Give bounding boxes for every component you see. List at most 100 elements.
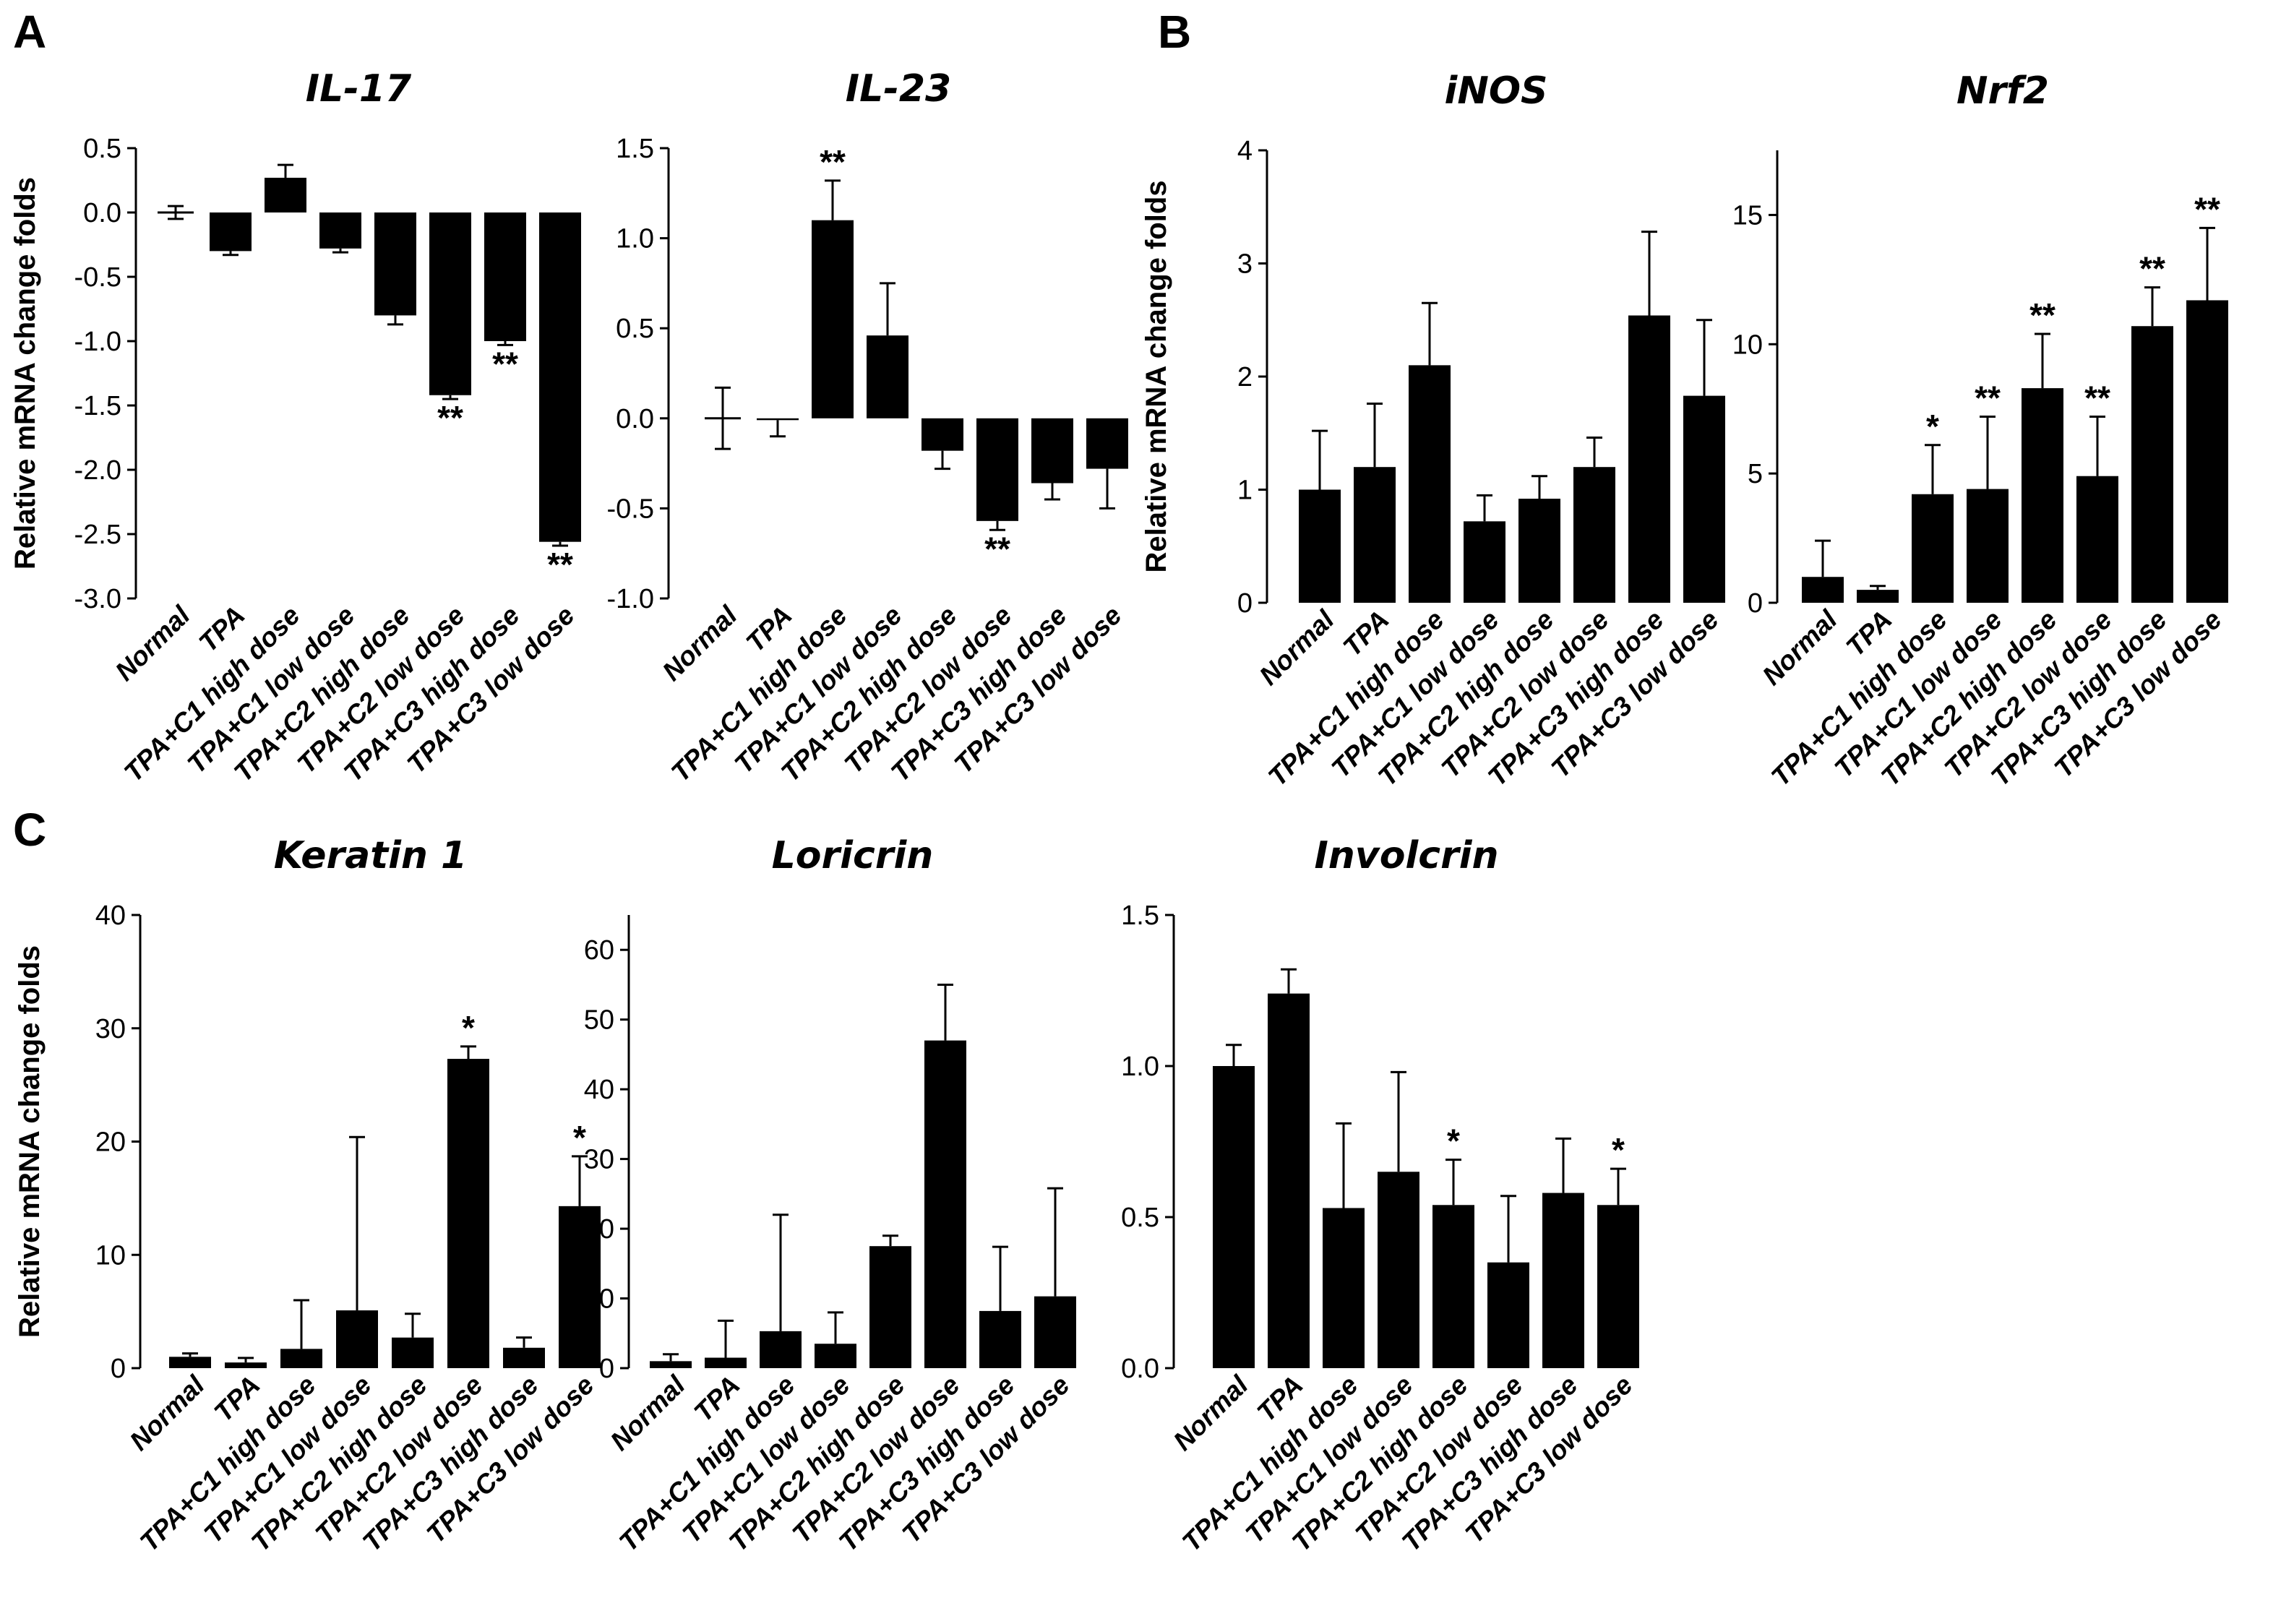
y-tick-label: 1.5 bbox=[1121, 901, 1159, 931]
bar bbox=[760, 1331, 802, 1368]
y-tick-label: 0 bbox=[111, 1354, 126, 1384]
y-tick-label: 20 bbox=[584, 1214, 614, 1245]
bar bbox=[976, 418, 1018, 521]
bar bbox=[265, 177, 306, 212]
bar bbox=[280, 1349, 322, 1368]
y-tick-label: 40 bbox=[95, 901, 126, 931]
bar bbox=[1967, 489, 2009, 603]
category-label: Normal bbox=[124, 1370, 211, 1456]
chart-title: IL-17 bbox=[306, 67, 412, 111]
bar bbox=[922, 418, 963, 451]
bar bbox=[2131, 326, 2173, 603]
chart-title: iNOS bbox=[1445, 69, 1548, 113]
category-label: Normal bbox=[1254, 604, 1341, 691]
bar bbox=[559, 1206, 601, 1368]
y-tick-label: 10 bbox=[95, 1240, 126, 1271]
significance-marker: ** bbox=[984, 530, 1010, 567]
chart-inos: iNOS 0 1 2 3 4 Relative mRNA change folds Norma… bbox=[1140, 69, 1725, 792]
category-label: Normal bbox=[1168, 1370, 1255, 1456]
y-tick-label: 0.0 bbox=[1121, 1354, 1159, 1384]
y-tick-label: -0.5 bbox=[607, 494, 654, 524]
y-tick-label: 0.0 bbox=[616, 404, 654, 434]
panel-letter-b: B bbox=[1158, 6, 1191, 58]
y-tick-label: 30 bbox=[95, 1014, 126, 1044]
bar bbox=[2186, 300, 2228, 603]
bar bbox=[1086, 418, 1128, 469]
panel-letter-c: C bbox=[13, 804, 46, 856]
y-tick-label: 2 bbox=[1237, 362, 1253, 392]
significance-marker: * bbox=[573, 1119, 586, 1156]
category-label: Normal bbox=[605, 1370, 692, 1456]
category-label: Normal bbox=[657, 600, 744, 687]
y-tick-label: 1 bbox=[1237, 476, 1253, 506]
chart-il17: IL-17 0.5 0.0 -0.5 -1.0 -1.5 -2.0 -2.5 -3.0 Relat… bbox=[9, 67, 581, 788]
chart-keratin1: Keratin 1 0 10 20 30 40 Relative mRNA change f… bbox=[14, 834, 601, 1558]
bar bbox=[336, 1310, 378, 1368]
bar bbox=[1268, 993, 1310, 1368]
y-tick-label: -1.5 bbox=[74, 391, 121, 421]
significance-marker: * bbox=[1612, 1131, 1625, 1169]
y-tick-label: 50 bbox=[584, 1005, 614, 1036]
significance-marker: ** bbox=[437, 399, 463, 437]
significance-marker: ** bbox=[2084, 379, 2110, 416]
bar bbox=[1378, 1172, 1419, 1368]
bar bbox=[1031, 418, 1073, 484]
y-tick-label: -2.0 bbox=[74, 455, 121, 486]
y-tick-label: 0.0 bbox=[83, 198, 121, 228]
bar bbox=[392, 1337, 434, 1368]
y-axis-label: Relative mRNA change folds bbox=[1140, 180, 1172, 572]
bar bbox=[1299, 489, 1341, 603]
bar bbox=[705, 1357, 747, 1368]
y-tick-label: 10 bbox=[1732, 330, 1763, 360]
y-tick-label: -1.0 bbox=[74, 327, 121, 357]
category-label: Normal bbox=[110, 600, 197, 687]
bar bbox=[1628, 315, 1670, 603]
bar bbox=[812, 220, 854, 418]
bar bbox=[1912, 494, 1954, 603]
significance-marker: ** bbox=[492, 345, 518, 382]
bar bbox=[2022, 388, 2063, 603]
y-tick-label: 0.5 bbox=[83, 134, 121, 164]
bar bbox=[1323, 1208, 1365, 1368]
significance-marker: ** bbox=[820, 143, 846, 181]
bar bbox=[1432, 1205, 1474, 1368]
bar bbox=[1409, 365, 1451, 603]
chart-title: Nrf2 bbox=[1956, 69, 2049, 113]
y-tick-label: 20 bbox=[95, 1127, 126, 1158]
bar bbox=[374, 212, 416, 316]
bar bbox=[1542, 1193, 1584, 1368]
bar bbox=[650, 1361, 692, 1368]
significance-marker: ** bbox=[547, 546, 573, 583]
significance-marker: ** bbox=[2194, 190, 2220, 228]
bar bbox=[1518, 499, 1560, 603]
bar bbox=[1464, 521, 1505, 603]
y-tick-label: 1.0 bbox=[616, 224, 654, 254]
bar bbox=[169, 1357, 211, 1368]
significance-marker: ** bbox=[2029, 296, 2055, 334]
y-tick-label: -3.0 bbox=[74, 584, 121, 614]
y-tick-label: 30 bbox=[584, 1145, 614, 1175]
bar bbox=[924, 1040, 966, 1368]
bar bbox=[1034, 1296, 1076, 1368]
bar bbox=[1683, 395, 1725, 603]
y-tick-label: 10 bbox=[584, 1284, 614, 1315]
bar bbox=[815, 1344, 856, 1368]
bar bbox=[429, 212, 471, 395]
y-tick-label: 0 bbox=[599, 1354, 614, 1384]
y-tick-label: 40 bbox=[584, 1075, 614, 1105]
bar bbox=[225, 1362, 267, 1368]
chart-il23: IL-231.51.00.50.0-0.5-1.0NormalTPA**TPA+… bbox=[607, 67, 1128, 788]
y-tick-label: -2.5 bbox=[74, 520, 121, 550]
chart-title: Keratin 1 bbox=[274, 834, 467, 877]
bar bbox=[1573, 467, 1615, 603]
bar bbox=[979, 1310, 1021, 1368]
bar bbox=[1213, 1066, 1255, 1368]
y-tick-label: 60 bbox=[584, 935, 614, 966]
bar bbox=[1354, 467, 1396, 603]
y-tick-label: -0.5 bbox=[74, 262, 121, 293]
chart-title: Loricrin bbox=[772, 834, 934, 877]
significance-marker: ** bbox=[2139, 250, 2165, 288]
